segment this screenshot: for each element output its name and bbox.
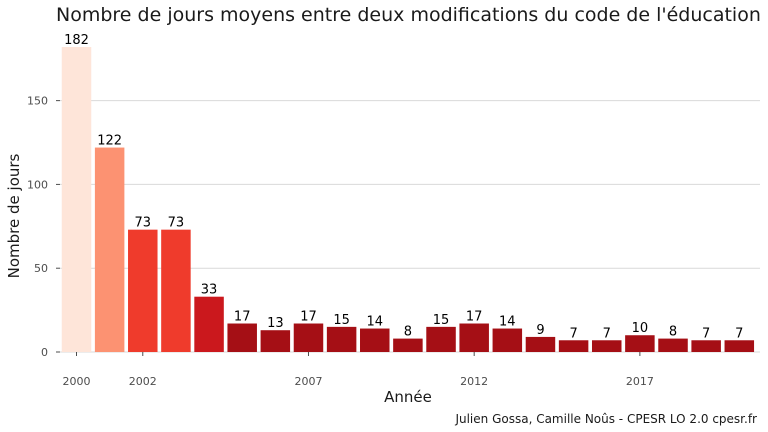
bar-2010 <box>393 338 423 352</box>
value-labels: 182 122 73 73 33 17 13 17 15 14 8 15 17 14 9 7 7 10 8 7 7 <box>64 33 743 341</box>
x-tick-label-2017: 2017 <box>626 375 654 388</box>
y-tick-label: 0 <box>41 346 48 359</box>
bar-2004 <box>194 296 224 352</box>
y-tick-label: 100 <box>27 178 48 191</box>
value-label-2002: 73 <box>135 216 152 231</box>
value-label-2010: 8 <box>404 325 412 340</box>
bar-2012 <box>459 323 489 352</box>
x-tick-label-2007: 2007 <box>294 375 322 388</box>
x-tick-label-2012: 2012 <box>460 375 488 388</box>
chart-title: Nombre de jours moyens entre deux modifi… <box>56 4 761 26</box>
bar-2006 <box>260 330 291 352</box>
chart-caption: Julien Gossa, Camille Noûs - CPESR LO 2.… <box>454 412 757 426</box>
bar-2013 <box>492 328 523 352</box>
value-label-2009: 14 <box>366 315 383 330</box>
value-label-2006: 13 <box>267 316 284 331</box>
x-tick-label-2002: 2002 <box>129 375 157 388</box>
bar-2000 <box>61 47 92 352</box>
bar-2008 <box>326 326 357 352</box>
value-label-2007: 17 <box>300 310 317 325</box>
bar-2005 <box>227 323 257 352</box>
bars <box>61 47 755 352</box>
bar-2018 <box>658 338 688 352</box>
bar-2020 <box>724 340 755 352</box>
value-label-2011: 15 <box>433 313 450 328</box>
bar-2017 <box>625 335 655 352</box>
value-label-2001: 122 <box>97 134 122 149</box>
value-label-2013: 14 <box>499 315 516 330</box>
value-label-2008: 15 <box>333 313 350 328</box>
value-label-2003: 73 <box>168 216 185 231</box>
value-label-2004: 33 <box>201 283 218 298</box>
value-label-2012: 17 <box>466 310 483 325</box>
value-label-2015: 7 <box>569 326 577 341</box>
value-label-2017: 10 <box>632 321 649 336</box>
bar-2015 <box>558 340 589 352</box>
bar-2003 <box>161 229 191 352</box>
x-axis-title: Année <box>384 388 432 406</box>
value-label-2016: 7 <box>603 326 611 341</box>
value-label-2018: 8 <box>669 325 677 340</box>
y-tick-label: 150 <box>27 95 48 108</box>
value-label-2000: 182 <box>64 33 89 48</box>
x-tick-label-2000: 2000 <box>63 375 91 388</box>
bar-2011 <box>426 326 456 352</box>
value-label-2014: 9 <box>536 323 544 338</box>
bar-2009 <box>360 328 390 352</box>
bar-2007 <box>293 323 324 352</box>
bar-2019 <box>691 340 721 352</box>
value-label-2020: 7 <box>735 326 743 341</box>
value-label-2019: 7 <box>702 326 710 341</box>
x-axis-ticks: 2000 2002 2007 2012 2017 <box>63 352 654 388</box>
y-tick-label: 50 <box>34 262 48 275</box>
bar-2016 <box>591 340 622 352</box>
bar-2001 <box>94 147 125 352</box>
y-axis-title: Nombre de jours <box>5 153 23 278</box>
bar-2002 <box>128 229 158 352</box>
y-axis-ticks: 0 50 100 150 <box>27 95 60 359</box>
bar-2014 <box>525 336 556 352</box>
value-label-2005: 17 <box>234 310 251 325</box>
